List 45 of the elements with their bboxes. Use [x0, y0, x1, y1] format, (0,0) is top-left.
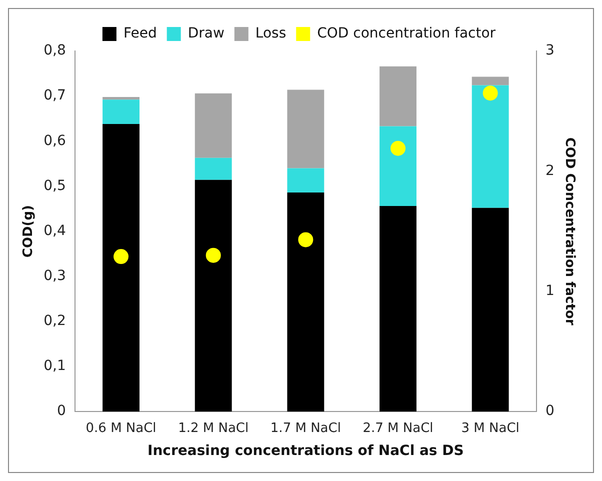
- point: [206, 248, 221, 263]
- x-tick-label: 2.7 M NaCl: [362, 420, 434, 436]
- y-tick-label: 0,1: [44, 358, 66, 374]
- bar: [194, 93, 232, 158]
- y-tick-label: 0,4: [44, 222, 66, 239]
- legend-label: Draw: [188, 26, 224, 42]
- x-tick-label: 1.2 M NaCl: [178, 420, 249, 436]
- bar: [102, 100, 140, 124]
- point: [390, 140, 406, 156]
- bar: [472, 85, 509, 208]
- bar: [287, 168, 324, 193]
- y2-axis-title: COD Concentration factor: [562, 137, 577, 326]
- y2-tick-label: 0: [545, 403, 554, 420]
- bar: [287, 90, 324, 168]
- legend-label: Loss: [255, 26, 286, 42]
- y-tick-label: 0,8: [44, 42, 66, 59]
- x-tick-label: 3 M NaCl: [461, 420, 520, 436]
- y2-tick-label: 2: [545, 162, 554, 179]
- point: [114, 249, 129, 264]
- y2-tick-label: 3: [545, 42, 554, 59]
- bar: [102, 124, 140, 412]
- y-tick-label: 0: [56, 403, 66, 420]
- bar: [472, 208, 509, 412]
- legend-label: Feed: [123, 26, 157, 42]
- y-tick-label: 0,7: [44, 88, 66, 104]
- x-tick-label: 1.7 M NaCl: [270, 420, 341, 436]
- y2-tick-label: 1: [545, 283, 554, 300]
- bar: [380, 66, 416, 126]
- y-axis-title: COD(g): [21, 205, 36, 258]
- x-tick-label: 0.6 M NaCl: [86, 420, 156, 436]
- bar: [194, 158, 232, 180]
- bar: [194, 180, 232, 412]
- point: [298, 232, 314, 248]
- y-tick-label: 0,2: [44, 313, 66, 330]
- bar: [380, 126, 416, 206]
- bar: [472, 76, 509, 86]
- point: [482, 86, 498, 101]
- y-tick-label: 0,3: [44, 268, 66, 284]
- legend-label: COD concentration factor: [317, 26, 496, 42]
- x-axis-title: Increasing concentrations of NaCl as DS: [148, 443, 464, 460]
- y-tick-label: 0,5: [44, 178, 66, 194]
- bar: [380, 206, 416, 412]
- bar: [102, 96, 140, 100]
- y-tick-label: 0,6: [44, 132, 66, 149]
- bar: [287, 192, 324, 412]
